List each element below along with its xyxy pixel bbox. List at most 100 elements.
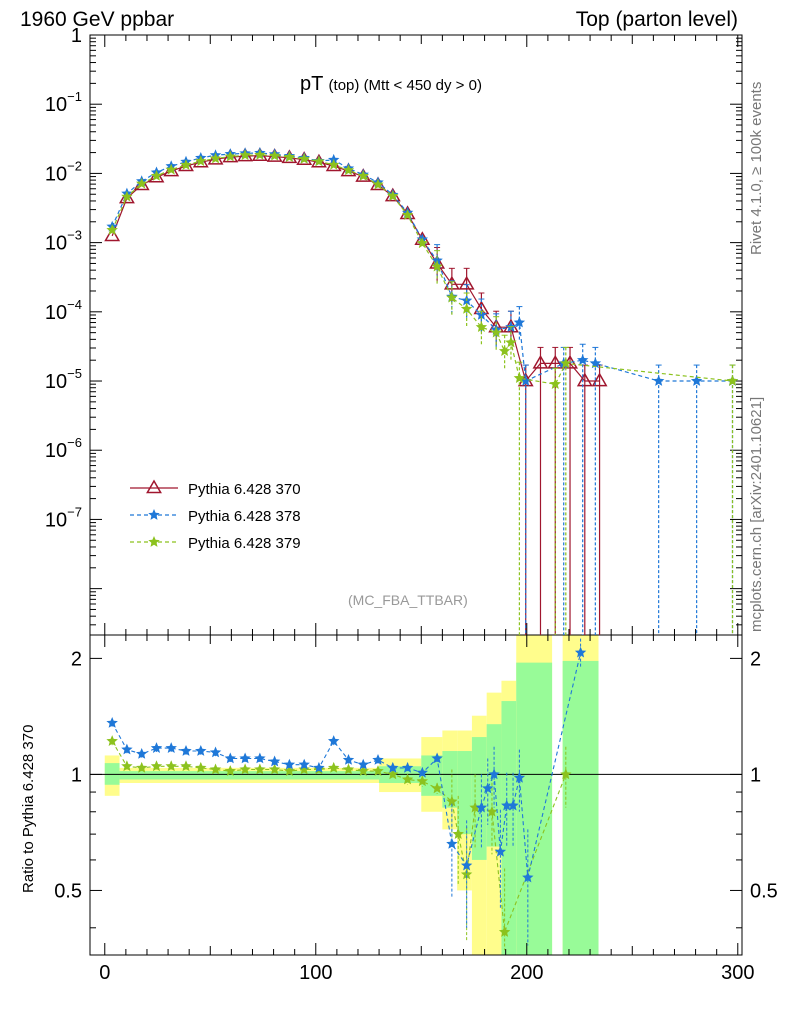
ratio-378-point	[372, 754, 384, 765]
data-point	[401, 209, 414, 220]
ratio-378-point	[224, 752, 236, 764]
data-point	[165, 163, 177, 175]
ratio-378-point	[416, 766, 428, 778]
ratio-378-point	[121, 743, 133, 755]
ratio-379-point	[486, 805, 498, 817]
ratio-378-point	[268, 755, 281, 767]
ratio-uncertainty-band-inner	[119, 771, 380, 780]
ratio-378-point	[254, 752, 266, 764]
ratio-378-point	[283, 758, 296, 770]
data-point	[460, 303, 473, 314]
ratio-379-point	[165, 760, 177, 772]
ratio-378-point	[150, 742, 163, 753]
ratio-y-tick-label-right: 2	[750, 648, 761, 670]
ratio-uncertainty-band-inner	[457, 751, 472, 835]
ratio-uncertainty-band-inner	[501, 701, 517, 955]
legend-marker	[148, 509, 160, 520]
plot-title: pT (top) (Mtt < 450 dy > 0)	[300, 73, 482, 95]
data-point	[446, 291, 458, 303]
data-point	[136, 177, 148, 189]
data-point	[431, 260, 443, 272]
ratio-379-point	[298, 763, 310, 775]
mcplots-label: mcplots.cern.ch [arXiv:2401.10621]	[748, 396, 765, 632]
data-point	[520, 375, 532, 386]
analysis-label: (MC_FBA_TTBAR)	[348, 592, 468, 608]
data-point	[690, 375, 703, 386]
ratio-379-point	[224, 765, 236, 776]
series-line-0	[111, 155, 600, 383]
ratio-379-point	[195, 761, 207, 773]
ratio-378-point	[513, 771, 526, 783]
data-point	[313, 155, 325, 167]
data-point	[387, 190, 399, 201]
x-tick-label: 300	[721, 962, 754, 984]
data-point	[239, 149, 251, 161]
data-point	[490, 326, 502, 338]
ratio-378-point	[475, 801, 488, 813]
ratio-378-point	[195, 745, 207, 756]
ratio-378-point	[180, 745, 192, 756]
data-point	[505, 336, 517, 348]
data-point	[328, 158, 340, 170]
ratio-378-line	[111, 652, 582, 878]
ratio-uncertainty-band-inner	[562, 660, 599, 955]
data-point	[577, 354, 589, 365]
ratio-378-point	[494, 845, 507, 857]
data-point	[560, 357, 572, 369]
ratio-378-point	[313, 761, 325, 773]
ratio-379-point	[498, 926, 511, 937]
ratio-379-point	[460, 868, 473, 880]
data-point	[209, 152, 222, 164]
data-point	[549, 378, 561, 389]
ratio-379-point	[283, 765, 296, 776]
data-point	[150, 169, 163, 181]
ratio-379-point	[452, 828, 464, 839]
data-point	[357, 169, 369, 181]
ratio-y-tick-label-right: 0.5	[750, 880, 778, 902]
ratio-379-point	[268, 763, 281, 775]
legend-label: Pythia 6.428 370	[188, 481, 301, 498]
data-point	[254, 148, 266, 160]
y-tick-label: 10−6	[45, 435, 82, 462]
data-point	[416, 237, 428, 249]
legend-label: Pythia 6.428 379	[188, 535, 301, 552]
ratio-379-point	[416, 775, 428, 787]
data-point	[458, 275, 475, 290]
data-point	[180, 159, 192, 170]
y-tick-label: 10−4	[45, 297, 82, 324]
ratio-379-point	[150, 760, 163, 772]
ratio-379-point	[209, 763, 222, 775]
ratio-378-point	[209, 746, 222, 758]
data-point	[342, 164, 355, 176]
ratio-378-point	[239, 752, 251, 764]
data-point	[513, 372, 526, 383]
series-line-2	[111, 154, 733, 385]
data-point	[576, 372, 593, 387]
ratio-379-point	[328, 761, 340, 773]
data-point	[121, 190, 133, 202]
data-point	[475, 321, 488, 332]
ratio-379-point	[121, 760, 133, 772]
ratio-379-point	[254, 763, 266, 775]
data-point	[298, 152, 310, 164]
data-point	[589, 357, 602, 369]
ratio-plot-frame	[89, 634, 743, 956]
x-tick-label: 0	[99, 962, 110, 984]
ratio-379-point	[180, 760, 192, 772]
y-tick-label: 10−5	[45, 366, 82, 393]
ratio-378-point	[357, 758, 369, 770]
x-tick-label: 100	[299, 962, 332, 984]
ratio-379-point	[342, 763, 355, 775]
ratio-378-point	[165, 742, 177, 753]
ratio-379-point	[357, 765, 369, 776]
y-tick-label: 10−7	[45, 504, 82, 531]
ratio-379-point	[239, 763, 251, 775]
legend-marker	[146, 479, 162, 494]
legend-label: Pythia 6.428 378	[188, 508, 301, 525]
series-line-1	[111, 152, 733, 382]
ratio-378-point	[106, 717, 118, 728]
ratio-uncertainty-band-inner	[471, 737, 487, 860]
data-point	[498, 345, 511, 356]
y-tick-label: 1	[71, 25, 82, 47]
